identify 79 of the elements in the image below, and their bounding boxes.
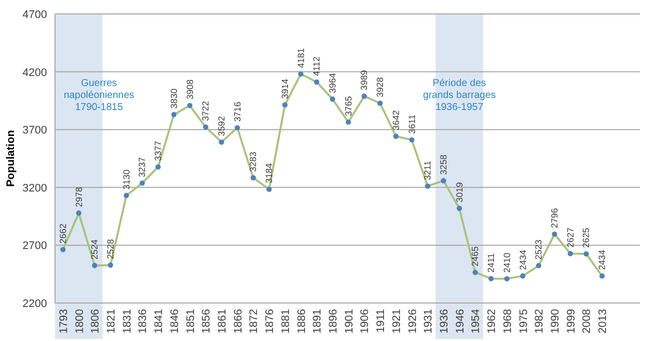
x-tick-label: 1931 xyxy=(422,309,435,334)
data-label: 2627 xyxy=(565,228,576,248)
data-label: 3283 xyxy=(248,152,258,172)
x-tick-label: 1856 xyxy=(200,309,213,334)
x-tick-label: 1911 xyxy=(375,309,388,333)
x-tick-label: 1936 xyxy=(438,309,450,334)
x-tick-label: 1982 xyxy=(534,309,546,334)
x-tick-label: 1975 xyxy=(518,309,530,334)
data-label: 3928 xyxy=(375,77,386,98)
data-label: 2434 xyxy=(518,250,528,270)
data-label: 3830 xyxy=(168,88,179,109)
y-tick-label: 4200 xyxy=(22,66,47,79)
data-label: 2625 xyxy=(581,228,592,248)
data-label: 3211 xyxy=(422,160,433,180)
y-axis-title: Population xyxy=(5,130,17,187)
data-label: 3642 xyxy=(390,110,401,130)
data-label: 3914 xyxy=(280,78,290,99)
data-label: 2978 xyxy=(74,187,84,208)
data-label: 2523 xyxy=(534,240,544,260)
data-label: 3722 xyxy=(200,101,211,122)
x-tick-label: 1876 xyxy=(264,309,276,334)
y-tick-label: 3700 xyxy=(22,124,47,137)
x-tick-label: 1946 xyxy=(454,309,466,334)
y-tick-label: 2200 xyxy=(22,298,47,310)
x-tick-label: 1886 xyxy=(296,309,308,334)
x-tick-label: 1806 xyxy=(90,309,102,334)
x-tick-label: 1999 xyxy=(565,309,578,334)
band-label: Guerres napoléoniennes 1790-1815 xyxy=(64,78,134,113)
x-tick-label: 2013 xyxy=(597,309,610,334)
data-label: 4181 xyxy=(296,48,306,68)
data-label: 3765 xyxy=(343,96,354,116)
data-label: 3908 xyxy=(184,80,195,100)
x-tick-label: 1872 xyxy=(248,309,260,334)
data-label: 3019 xyxy=(454,182,464,202)
x-tick-label: 1841 xyxy=(153,309,166,334)
y-tick-label: 4700 xyxy=(22,9,47,21)
x-tick-label: 1896 xyxy=(328,309,340,334)
data-label: 3130 xyxy=(121,169,132,190)
data-label: 3989 xyxy=(359,70,370,90)
data-label: 3611 xyxy=(406,114,417,134)
data-label: 3377 xyxy=(153,140,164,161)
y-tick-label: 2700 xyxy=(22,240,47,252)
x-tick-label: 1831 xyxy=(121,309,134,334)
x-tick-label: 1793 xyxy=(58,309,70,334)
x-tick-label: 1851 xyxy=(184,309,197,334)
data-label: 2410 xyxy=(502,252,512,273)
x-tick-label: 1962 xyxy=(486,309,498,334)
x-tick-label: 1901 xyxy=(343,309,356,334)
data-label: 2528 xyxy=(106,239,116,260)
x-tick-label: 1836 xyxy=(137,309,150,334)
data-label: 2465 xyxy=(470,246,480,266)
data-label: 2662 xyxy=(58,224,68,244)
x-tick-label: 1881 xyxy=(280,309,292,334)
data-label: 3258 xyxy=(438,154,448,175)
y-tick-label: 3200 xyxy=(22,182,47,194)
data-label: 3964 xyxy=(328,73,338,94)
x-tick-label: 1861 xyxy=(216,309,228,334)
band-label: Période des grands barrages 1936-1957 xyxy=(422,78,496,113)
data-label: 2524 xyxy=(90,240,100,260)
data-label: 3184 xyxy=(264,163,274,184)
x-tick-label: 1954 xyxy=(470,309,482,334)
data-label: 2796 xyxy=(550,208,560,228)
x-tick-label: 2008 xyxy=(581,309,594,334)
x-tick-label: 1921 xyxy=(390,309,403,334)
x-tick-label: 1926 xyxy=(406,309,419,334)
x-tick-label: 1968 xyxy=(502,309,514,334)
x-tick-label: 1866 xyxy=(232,309,244,334)
data-label: 2434 xyxy=(597,250,608,270)
x-tick-label: 1990 xyxy=(550,309,562,334)
data-label: 3716 xyxy=(232,102,242,122)
x-tick-label: 1821 xyxy=(106,309,118,334)
data-label: 3592 xyxy=(216,116,226,136)
x-tick-label: 1800 xyxy=(74,309,86,334)
data-label: 2411 xyxy=(486,253,496,273)
x-tick-label: 1891 xyxy=(312,309,324,334)
data-label: 3237 xyxy=(137,157,148,178)
x-tick-label: 1906 xyxy=(359,309,372,334)
x-tick-label: 1846 xyxy=(168,309,181,334)
data-label: 4112 xyxy=(312,56,322,76)
